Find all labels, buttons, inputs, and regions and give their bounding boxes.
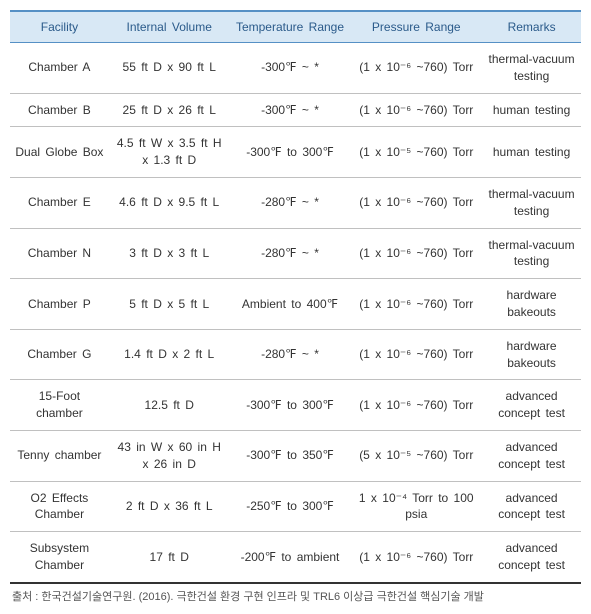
cell-pressure: (5 x 10⁻⁵ ~760) Torr [350,430,482,481]
cell-pressure: (1 x 10⁻⁶ ~760) Torr [350,177,482,228]
cell-remarks: thermal-vacuum testing [482,228,581,279]
cell-facility: Tenny chamber [10,430,109,481]
cell-temp: -280℉ ~ * [230,329,351,380]
cell-pressure: (1 x 10⁻⁶ ~760) Torr [350,93,482,127]
cell-facility: Dual Globe Box [10,127,109,178]
col-header-remarks: Remarks [482,11,581,43]
cell-volume: 4.5 ft W x 3.5 ft H x 1.3 ft D [109,127,230,178]
cell-temp: -300℉ ~ * [230,43,351,94]
table-row: Subsystem Chamber17 ft D-200℉ to ambient… [10,532,581,583]
cell-facility: Subsystem Chamber [10,532,109,583]
table-row: Chamber A55 ft D x 90 ft L-300℉ ~ *(1 x … [10,43,581,94]
cell-temp: -300℉ to 350℉ [230,430,351,481]
cell-volume: 3 ft D x 3 ft L [109,228,230,279]
cell-volume: 43 in W x 60 in H x 26 in D [109,430,230,481]
table-row: Chamber P5 ft D x 5 ft LAmbient to 400℉(… [10,279,581,330]
cell-pressure: (1 x 10⁻⁶ ~760) Torr [350,228,482,279]
cell-temp: -300℉ to 300℉ [230,127,351,178]
table-row: Chamber E4.6 ft D x 9.5 ft L-280℉ ~ *(1 … [10,177,581,228]
table-row: O2 Effects Chamber2 ft D x 36 ft L-250℉ … [10,481,581,532]
cell-remarks: hardware bakeouts [482,329,581,380]
cell-temp: -300℉ ~ * [230,93,351,127]
col-header-pressure: Pressure Range [350,11,482,43]
col-header-volume: Internal Volume [109,11,230,43]
cell-remarks: human testing [482,127,581,178]
cell-remarks: thermal-vacuum testing [482,177,581,228]
col-header-temp: Temperature Range [230,11,351,43]
cell-temp: Ambient to 400℉ [230,279,351,330]
cell-facility: Chamber P [10,279,109,330]
cell-facility: O2 Effects Chamber [10,481,109,532]
cell-remarks: advanced concept test [482,430,581,481]
cell-remarks: thermal-vacuum testing [482,43,581,94]
cell-remarks: hardware bakeouts [482,279,581,330]
cell-volume: 1.4 ft D x 2 ft L [109,329,230,380]
cell-pressure: (1 x 10⁻⁶ ~760) Torr [350,279,482,330]
cell-temp: -280℉ ~ * [230,228,351,279]
cell-facility: 15-Foot chamber [10,380,109,431]
cell-facility: Chamber N [10,228,109,279]
cell-pressure: (1 x 10⁻⁶ ~760) Torr [350,329,482,380]
table-row: Chamber G1.4 ft D x 2 ft L-280℉ ~ *(1 x … [10,329,581,380]
table-row: 15-Foot chamber12.5 ft D-300℉ to 300℉(1 … [10,380,581,431]
table-row: Dual Globe Box4.5 ft W x 3.5 ft H x 1.3 … [10,127,581,178]
cell-volume: 25 ft D x 26 ft L [109,93,230,127]
cell-pressure: (1 x 10⁻⁶ ~760) Torr [350,532,482,583]
cell-temp: -300℉ to 300℉ [230,380,351,431]
cell-volume: 17 ft D [109,532,230,583]
cell-facility: Chamber G [10,329,109,380]
source-note: 출처 : 한국건설기술연구원. (2016). 극한건설 환경 구현 인프라 및… [10,588,581,604]
cell-temp: -250℉ to 300℉ [230,481,351,532]
cell-facility: Chamber B [10,93,109,127]
cell-temp: -280℉ ~ * [230,177,351,228]
cell-remarks: human testing [482,93,581,127]
cell-temp: -200℉ to ambient [230,532,351,583]
cell-facility: Chamber E [10,177,109,228]
table-row: Chamber B25 ft D x 26 ft L-300℉ ~ *(1 x … [10,93,581,127]
cell-pressure: 1 x 10⁻⁴ Torr to 100 psia [350,481,482,532]
cell-volume: 12.5 ft D [109,380,230,431]
table-row: Chamber N3 ft D x 3 ft L-280℉ ~ *(1 x 10… [10,228,581,279]
table-row: Tenny chamber43 in W x 60 in H x 26 in D… [10,430,581,481]
cell-remarks: advanced concept test [482,532,581,583]
facility-table: Facility Internal Volume Temperature Ran… [10,10,581,584]
cell-pressure: (1 x 10⁻⁵ ~760) Torr [350,127,482,178]
cell-pressure: (1 x 10⁻⁶ ~760) Torr [350,380,482,431]
col-header-facility: Facility [10,11,109,43]
cell-volume: 2 ft D x 36 ft L [109,481,230,532]
cell-facility: Chamber A [10,43,109,94]
cell-remarks: advanced concept test [482,380,581,431]
cell-volume: 55 ft D x 90 ft L [109,43,230,94]
cell-volume: 4.6 ft D x 9.5 ft L [109,177,230,228]
cell-volume: 5 ft D x 5 ft L [109,279,230,330]
cell-pressure: (1 x 10⁻⁶ ~760) Torr [350,43,482,94]
cell-remarks: advanced concept test [482,481,581,532]
header-row: Facility Internal Volume Temperature Ran… [10,11,581,43]
